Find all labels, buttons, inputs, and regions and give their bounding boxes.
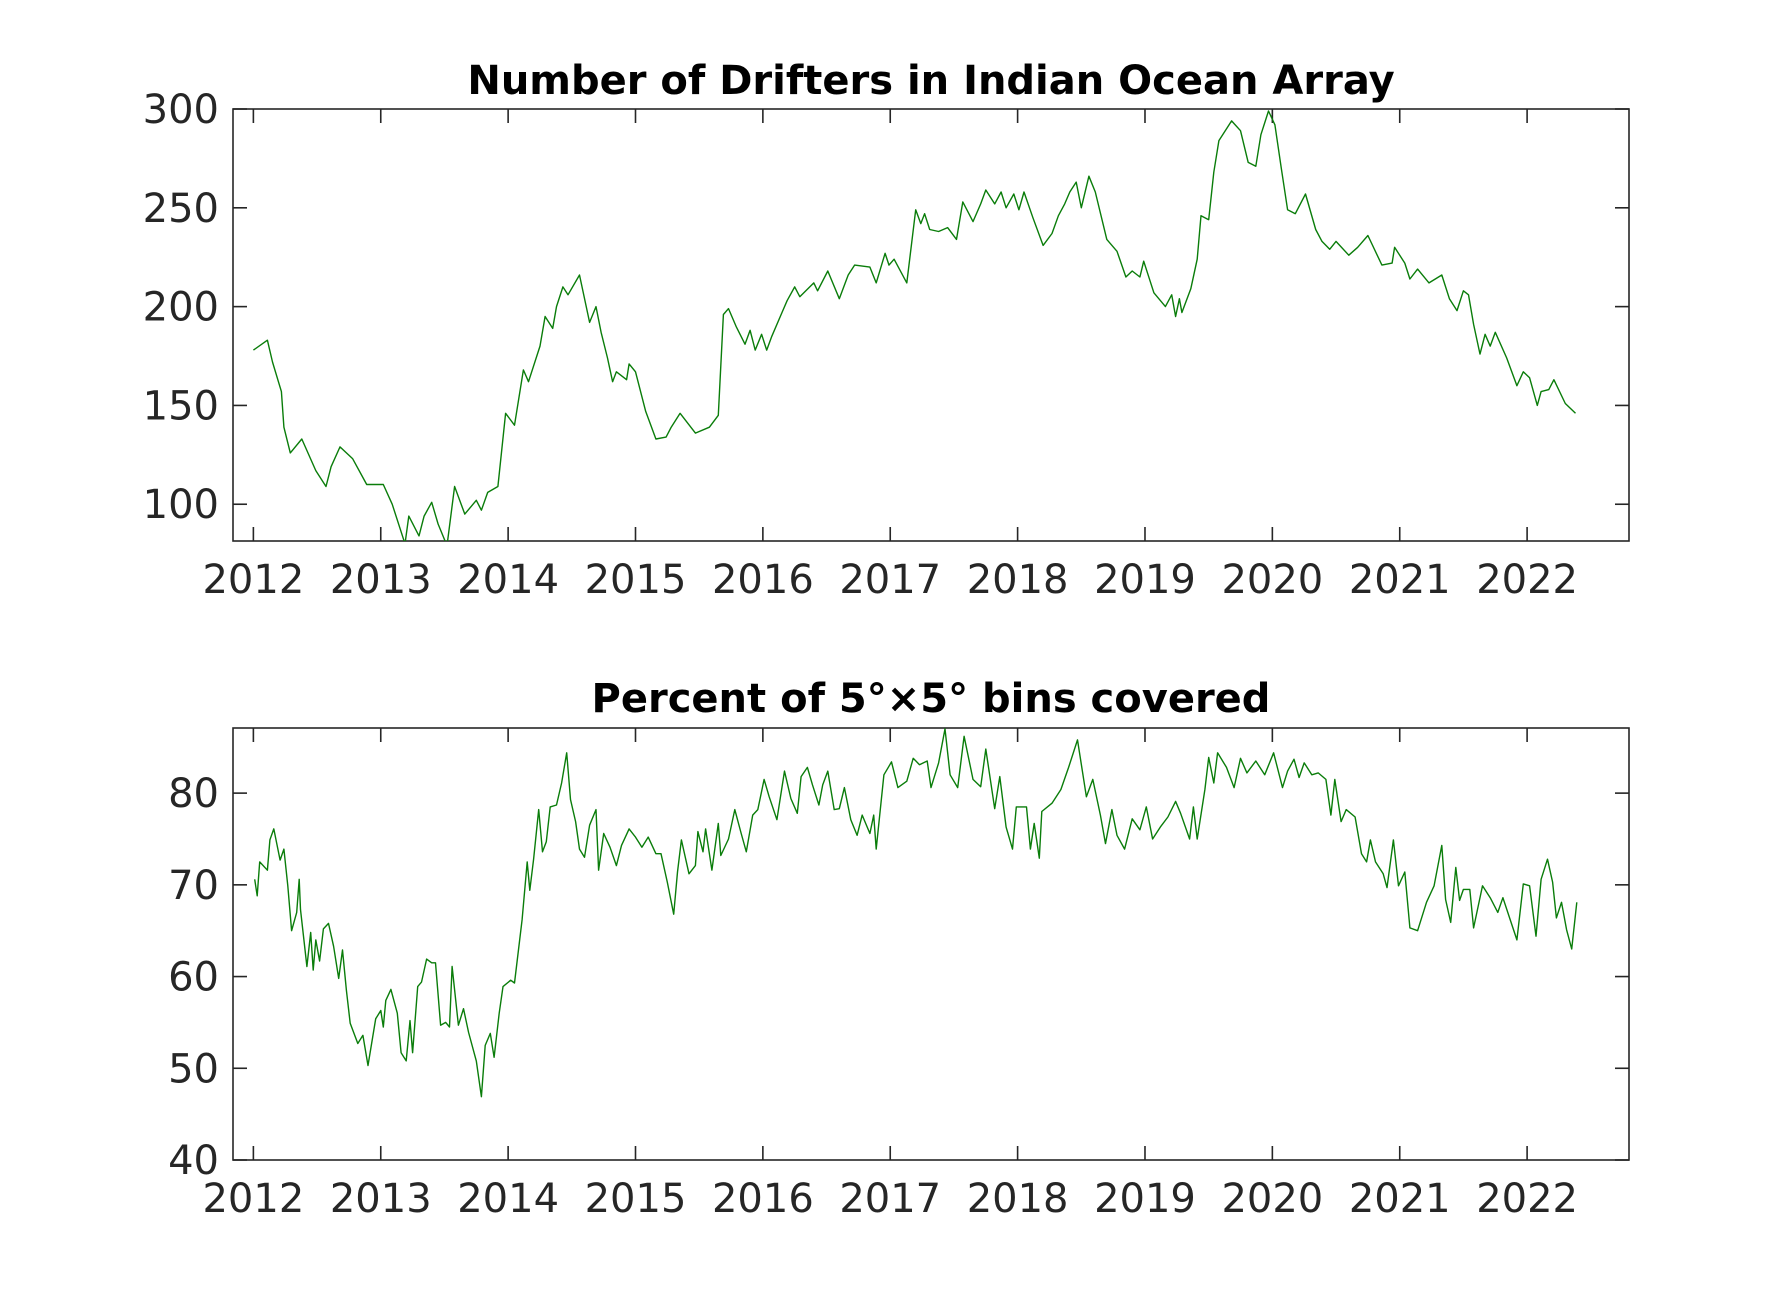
y-tick-label: 40 [168, 1138, 219, 1184]
x-tick-label: 2014 [457, 557, 559, 603]
y-tick-label: 50 [168, 1046, 219, 1092]
x-tick-label: 2018 [967, 557, 1069, 603]
axes-box [232, 727, 1630, 1161]
chart-title: Number of Drifters in Indian Ocean Array [467, 58, 1394, 104]
y-tick-label: 100 [143, 482, 219, 528]
x-tick-label: 2019 [1094, 557, 1196, 603]
x-tick-label: 2013 [330, 557, 432, 603]
y-tick-label: 150 [143, 383, 219, 429]
series-line [252, 110, 1576, 541]
x-tick-label: 2022 [1476, 557, 1578, 603]
axes-box [232, 108, 1630, 542]
y-tick-label: 200 [143, 285, 219, 331]
x-tick-label: 2017 [839, 1176, 941, 1222]
bin-coverage-panel: Percent of 5°×5° bins covered 2012 2013 20… [168, 676, 1630, 1222]
x-tick-label: 2020 [1221, 1176, 1323, 1222]
x-tick-label: 2020 [1221, 557, 1323, 603]
y-tick-label: 300 [143, 87, 219, 133]
x-tick-label: 2015 [585, 1176, 687, 1222]
chart-title: Percent of 5°×5° bins covered [592, 676, 1271, 722]
x-tick-label: 2022 [1476, 1176, 1578, 1222]
y-tick-label: 80 [168, 771, 219, 817]
x-tick-label: 2021 [1349, 557, 1451, 603]
x-tick-label: 2012 [202, 557, 304, 603]
x-tick-label: 2015 [585, 557, 687, 603]
x-tick-label: 2019 [1094, 1176, 1196, 1222]
x-tick-label: 2012 [202, 1176, 304, 1222]
x-tick-label: 2016 [712, 557, 814, 603]
x-tick-label: 2013 [330, 1176, 432, 1222]
x-tick-label: 2014 [457, 1176, 559, 1222]
series-line [254, 728, 1578, 1098]
x-tick-label: 2018 [967, 1176, 1069, 1222]
y-tick-label: 250 [143, 186, 219, 232]
y-tick-label: 60 [168, 955, 219, 1001]
x-tick-label: 2017 [839, 557, 941, 603]
drifter-count-panel: Number of Drifters in Indian Ocean Array… [143, 58, 1630, 603]
x-tick-label: 2016 [712, 1176, 814, 1222]
y-tick-label: 70 [168, 863, 219, 909]
x-tick-label: 2021 [1349, 1176, 1451, 1222]
